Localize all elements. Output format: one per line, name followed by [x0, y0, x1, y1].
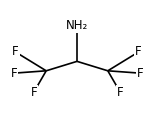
- Text: F: F: [10, 67, 17, 80]
- Text: F: F: [117, 86, 124, 99]
- Text: F: F: [137, 67, 144, 80]
- Text: F: F: [30, 86, 37, 99]
- Text: NH₂: NH₂: [66, 19, 88, 32]
- Text: F: F: [12, 45, 19, 58]
- Text: F: F: [135, 45, 142, 58]
